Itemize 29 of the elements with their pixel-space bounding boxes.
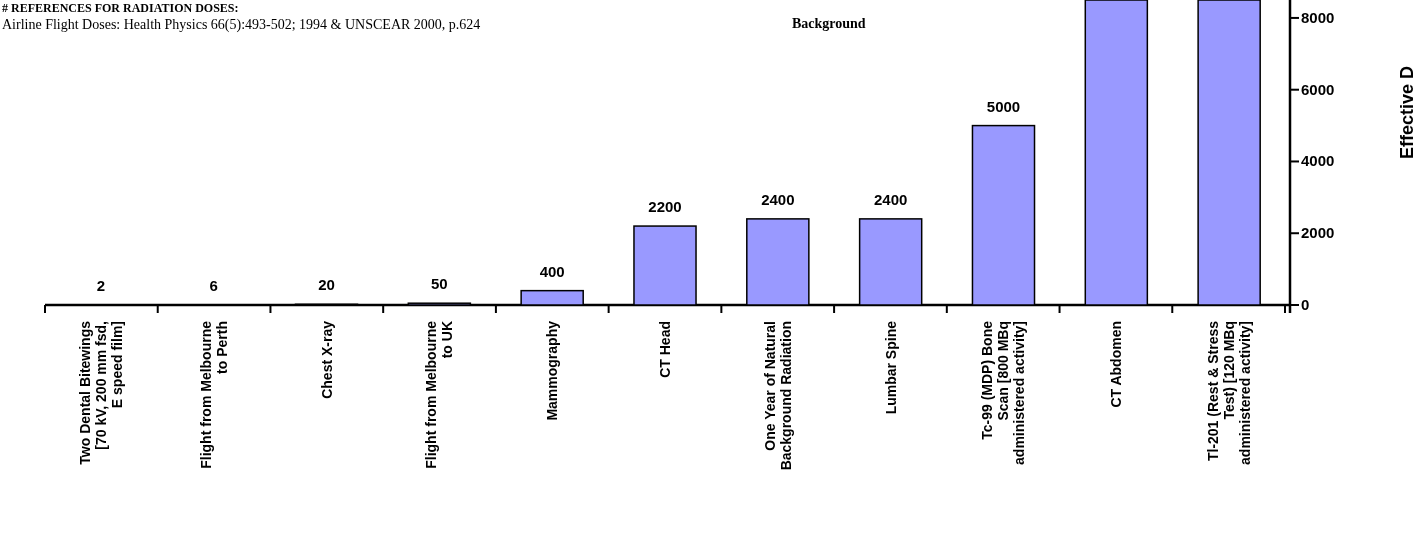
x-tick-label: One Year of Natural Background Radiation bbox=[761, 321, 794, 471]
x-tick-label: Two Dental Bitewings [70 kV, 200 mm fsd, E speed film] bbox=[76, 320, 125, 465]
y-tick-label: 2000 bbox=[1301, 224, 1335, 242]
data-label: 6 bbox=[209, 276, 218, 294]
data-label: 400 bbox=[539, 262, 565, 280]
x-tick-label: Chest X-ray bbox=[318, 320, 335, 399]
data-label: 5000 bbox=[986, 97, 1021, 115]
chart-title: # REFERENCES FOR RADIATION DOSES: bbox=[2, 1, 239, 15]
annotation: Background bbox=[792, 16, 866, 31]
x-tick-label: Tl-201 (Rest & Stress Test) [120 MBq administered activity] bbox=[1205, 320, 1254, 465]
x-tick-label: Tc-99 (MDP) Bone Scan [800 MBq administered activity] bbox=[979, 320, 1028, 465]
data-label: 2400 bbox=[761, 190, 795, 208]
annotation: Airline Flight Doses: Health Physics 66(5):493-502; 1994 & UNSCEAR 2000, p.624 bbox=[2, 17, 481, 33]
x-tick-label: Flight from Melbourne to Perth bbox=[197, 320, 230, 469]
y-axis-title: Effective D bbox=[1397, 65, 1417, 160]
data-label: 2 bbox=[96, 276, 106, 294]
data-label: 2400 bbox=[873, 190, 908, 208]
x-tick-label: Lumbar Spine bbox=[882, 320, 899, 415]
data-label: 50 bbox=[431, 275, 448, 293]
x-tick-label: Flight from Melbourne to UK bbox=[423, 320, 456, 469]
data-label: 2200 bbox=[648, 198, 682, 216]
x-tick-label: CT Head bbox=[657, 321, 673, 378]
y-tick-label: 6000 bbox=[1301, 80, 1335, 98]
x-tick-label: Mammography bbox=[544, 320, 561, 421]
y-tick-label: 8000 bbox=[1301, 8, 1335, 26]
y-tick-label: 4000 bbox=[1301, 152, 1335, 170]
y-tick-label: 0 bbox=[1301, 296, 1310, 313]
x-tick-label: CT Abdomen bbox=[1108, 321, 1125, 408]
data-label: 20 bbox=[318, 276, 335, 294]
